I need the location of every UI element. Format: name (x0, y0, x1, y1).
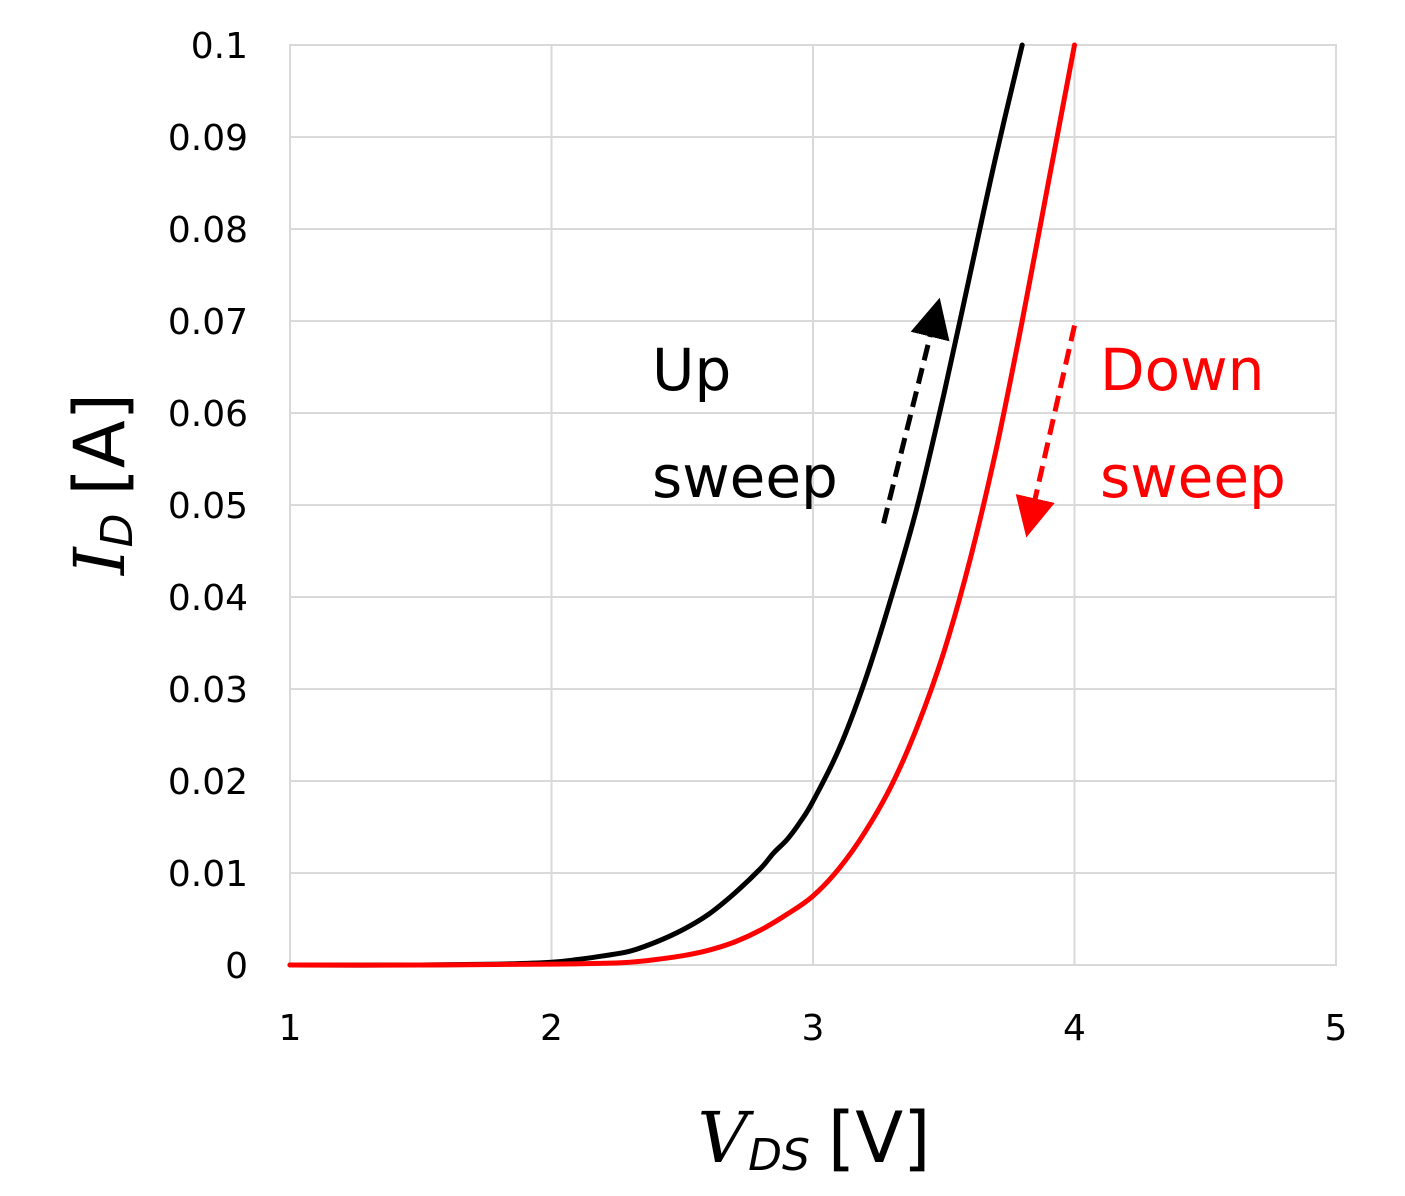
sweep-arrow-0 (881, 297, 950, 525)
y-tick-label: 0.07 (168, 302, 248, 343)
annotation-up-line2: sweep (652, 443, 838, 511)
x-tick-labels: 1 2 3 4 5 (279, 1008, 1348, 1049)
y-tick-label: 0 (225, 946, 248, 987)
y-tick-label: 0.05 (168, 486, 248, 527)
sweep-arrows (881, 297, 1077, 538)
y-tick-label: 0.02 (168, 762, 248, 803)
y-axis-unit: [A] (59, 393, 141, 496)
y-tick-label: 0.06 (168, 394, 248, 435)
series-line-0 (287, 42, 1025, 968)
x-tick-label: 3 (802, 1008, 825, 1049)
y-axis-subscript: D (92, 513, 143, 547)
plot-frame (289, 44, 1337, 966)
y-axis-title: ID [A] (59, 393, 143, 577)
x-axis-subscript: DS (748, 1130, 810, 1181)
y-tick-label: 0.01 (168, 854, 248, 895)
y-axis-symbol: I (59, 546, 141, 577)
x-tick-label: 4 (1063, 1008, 1086, 1049)
series-lines (287, 42, 1077, 968)
x-axis-unit: [V] (828, 1097, 931, 1179)
y-tick-label: 0.08 (168, 210, 248, 251)
annotation-down-line2: sweep (1100, 443, 1286, 511)
x-axis-title: VDS [V] (698, 1097, 931, 1181)
y-tick-label: 0.09 (168, 118, 248, 159)
sweep-arrow-1 (1015, 325, 1077, 538)
x-tick-label: 5 (1325, 1008, 1348, 1049)
y-tick-label: 0.1 (191, 26, 248, 67)
annotation-up-line1: Up (652, 336, 731, 404)
annotation-down-line1: Down (1100, 336, 1264, 404)
y-tick-label: 0.03 (168, 670, 248, 711)
y-tick-labels: 0 0.01 0.02 0.03 0.04 0.05 0.06 0.07 0.08 0.09 0.1 (168, 26, 248, 987)
series-line-1 (287, 42, 1077, 968)
x-tick-label: 1 (279, 1008, 302, 1049)
y-tick-label: 0.04 (168, 578, 248, 619)
x-tick-label: 2 (540, 1008, 563, 1049)
x-axis-symbol: V (698, 1097, 755, 1179)
